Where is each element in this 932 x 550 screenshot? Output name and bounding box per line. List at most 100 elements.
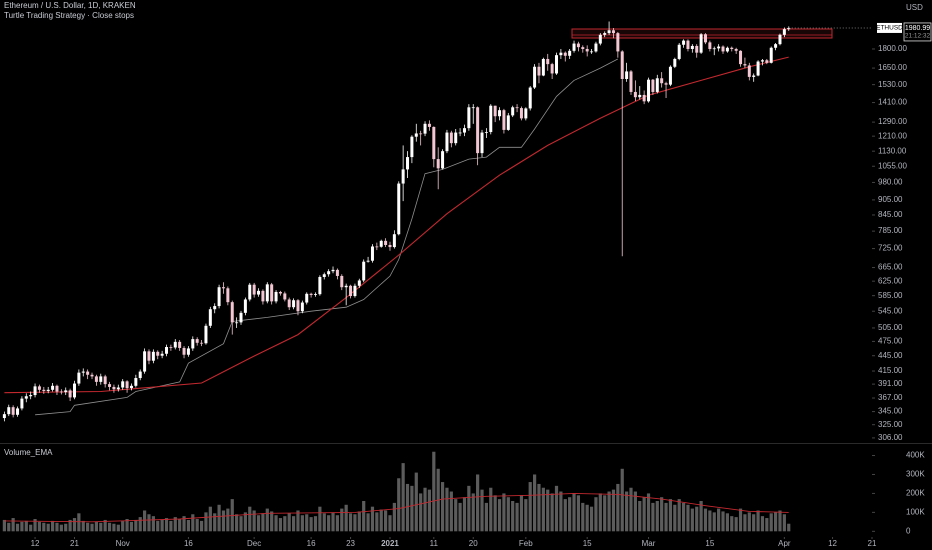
candle-body [235, 322, 239, 324]
volume-bar [769, 513, 773, 532]
candle-body [252, 284, 256, 295]
volume-tick-label: 300K [906, 470, 925, 479]
volume-bar [77, 513, 81, 532]
candle-body [331, 269, 335, 272]
candle-body [467, 107, 471, 129]
candle-body [563, 52, 567, 56]
volume-bar [147, 514, 151, 532]
volume-bar [677, 499, 681, 532]
x-tick-label: 2021 [381, 539, 399, 548]
candle-body [156, 351, 160, 356]
candle-body [695, 45, 699, 53]
candle-body [414, 133, 418, 137]
candle-body [243, 299, 247, 313]
candle-body [204, 325, 208, 344]
volume-bar [64, 523, 68, 532]
x-tick-label: Dec [247, 539, 261, 548]
candle-body [226, 288, 230, 303]
volume-bar [445, 487, 449, 532]
candle-body [370, 246, 374, 261]
candle-body [480, 132, 484, 154]
volume-bar [270, 511, 274, 532]
volume-bar [559, 491, 563, 532]
volume-bar [695, 506, 699, 532]
volume-bar [690, 508, 694, 532]
candle-body [327, 271, 331, 275]
candle-body [270, 284, 274, 302]
candle-body [200, 342, 204, 344]
volume-bar [651, 502, 655, 532]
candle-body [55, 385, 59, 392]
candle-body [11, 407, 15, 415]
x-tick-label: Feb [519, 539, 533, 548]
candle-body [261, 290, 265, 302]
volume-bar [204, 512, 208, 532]
y-tick-label: 1130.00 [878, 146, 907, 155]
candle-body [546, 58, 550, 65]
candle-body [673, 58, 677, 67]
volume-bar [37, 521, 42, 532]
candle-body [112, 386, 116, 390]
candle-body [765, 60, 769, 63]
volume-bar [668, 499, 673, 532]
volume-bar [15, 523, 20, 532]
volume-bar [712, 512, 716, 532]
candle-body [559, 52, 563, 56]
candle-body [401, 169, 405, 184]
x-tick-label: 15 [705, 539, 714, 548]
candle-body [29, 395, 33, 397]
volume-bar [68, 519, 72, 532]
volume-bar [511, 501, 515, 532]
candle-body [419, 133, 423, 135]
volume-bar [50, 520, 55, 532]
price-pane: 306.00 325.00 345.00 367.00 391.00 415.00 445.… [2, 21, 907, 442]
y-tick-label: 665.00 [878, 263, 903, 272]
candle-body [178, 341, 182, 348]
candle-body [760, 60, 764, 62]
y-tick-label: 585.00 [878, 291, 903, 300]
volume-bar [169, 520, 173, 532]
candle-body [300, 302, 304, 312]
candle-body [186, 348, 190, 355]
x-tick-label: 21 [868, 539, 877, 548]
candle-body [379, 240, 383, 247]
candle-body [375, 246, 379, 248]
volume-bar [226, 508, 230, 532]
volume-bar [335, 515, 340, 532]
volume-bar [616, 483, 620, 532]
candle-body [686, 40, 690, 49]
volume-bar [541, 487, 545, 532]
volume-bar [243, 512, 247, 532]
candle-body [340, 275, 344, 288]
volume-bar [195, 519, 199, 532]
volume-bar [454, 499, 458, 532]
strategy-name: Turtle Trading Strategy · Close stops [4, 11, 134, 20]
candle-body [454, 132, 458, 144]
volume-bar [309, 517, 313, 532]
candle-body [782, 29, 786, 35]
candle-body [752, 75, 756, 77]
volume-bar [699, 501, 703, 532]
candle-body [616, 33, 620, 52]
candle-body [213, 306, 217, 310]
candle-body [568, 50, 572, 56]
volume-bar [278, 518, 283, 532]
stop-line [35, 58, 618, 416]
y-tick-label: 345.00 [878, 407, 903, 416]
volume-bar [186, 519, 191, 532]
volume-bar [738, 508, 743, 532]
candle-body [633, 91, 637, 98]
volume-bar [24, 520, 28, 532]
volume-bar [620, 468, 624, 532]
candle-body [717, 46, 721, 49]
candle-body [296, 300, 300, 312]
candle-body [603, 33, 607, 35]
candle-body [449, 132, 453, 144]
volume-bar [462, 497, 467, 532]
volume-bar [217, 504, 221, 532]
y-tick-label: 475.00 [878, 337, 903, 346]
candle-body [239, 312, 243, 323]
y-tick-label: 1290.00 [878, 117, 907, 126]
volume-bar [471, 493, 475, 532]
